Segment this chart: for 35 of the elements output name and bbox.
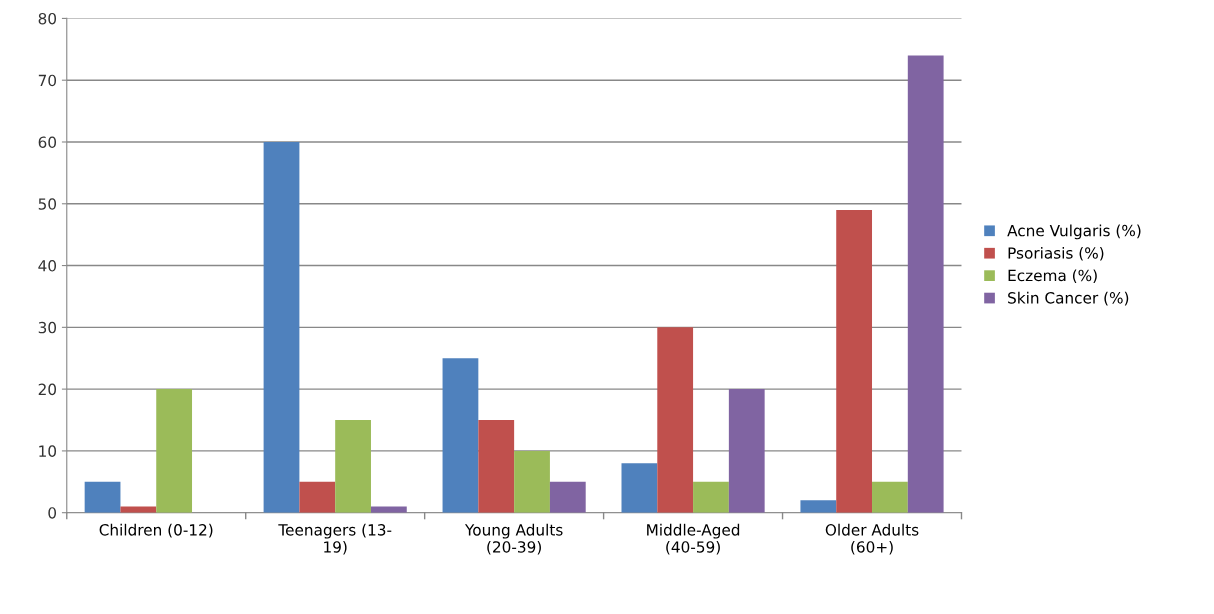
x-tick-label: Middle-Aged (40-59)	[647, 523, 740, 555]
y-tick-label: 60	[38, 136, 57, 149]
y-tick-label: 70	[38, 74, 57, 87]
y-tick-label: 30	[38, 321, 57, 334]
x-tick-label: Children (0-12)	[99, 523, 213, 538]
legend-label: Psoriasis (%)	[1008, 246, 1104, 261]
bar	[836, 209, 873, 513]
bar	[299, 481, 336, 513]
bar	[907, 55, 944, 513]
legend-label: Skin Cancer (%)	[1008, 291, 1129, 306]
bar	[263, 141, 300, 513]
bar	[156, 389, 193, 513]
bar	[478, 420, 515, 513]
y-tick-label: 80	[38, 12, 57, 25]
x-tick-label: Older Adults (60+)	[825, 523, 919, 555]
bar	[800, 500, 837, 513]
bar	[872, 481, 908, 513]
bar	[514, 450, 550, 513]
bar	[693, 481, 729, 513]
y-tick-label: 10	[39, 445, 57, 457]
bar	[442, 358, 479, 513]
y-tick-label: 40	[38, 260, 57, 272]
y-tick-label: 20	[38, 383, 57, 396]
y-tick-label: 50	[38, 198, 57, 210]
y-tick-label: 0	[48, 507, 57, 519]
bar	[657, 327, 694, 513]
legend-label: Acne Vulgaris (%)	[1007, 224, 1141, 240]
legend-label: Eczema (%)	[1008, 269, 1097, 283]
bar	[621, 463, 658, 513]
bar	[84, 481, 121, 513]
x-tick-label: Young Adults (20-39)	[464, 523, 563, 555]
bar	[335, 420, 371, 513]
bar	[549, 481, 586, 513]
x-tick-label: Teenagers (13- 19)	[278, 523, 392, 555]
bar	[728, 389, 765, 513]
